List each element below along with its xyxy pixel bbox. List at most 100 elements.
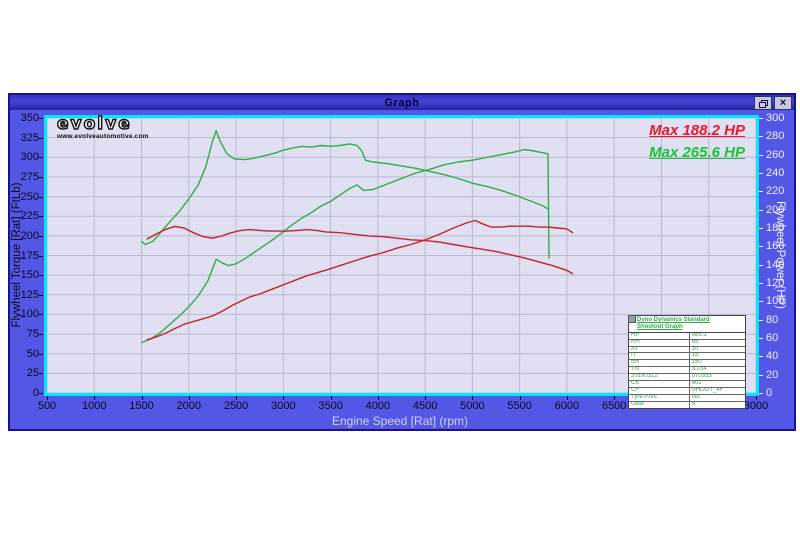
dyno-info-header-line2: Shootout Graph <box>637 323 683 330</box>
window-titlebar[interactable]: Graph × <box>10 95 794 110</box>
power-tick-label: 300 <box>766 112 785 124</box>
torque-tick-mark <box>39 294 43 296</box>
rpm-tick-mark <box>94 396 96 400</box>
rpm-tick-label: 3000 <box>271 400 296 412</box>
dyno-info-label: Gear <box>629 401 690 408</box>
dyno-info-value: 985.1 <box>691 332 707 338</box>
restore-button[interactable] <box>754 96 772 110</box>
power-tick-mark <box>759 264 763 266</box>
rpm-tick-label: 4500 <box>412 400 438 412</box>
dyno-info-row: CK 802 <box>629 381 745 388</box>
torque-tick-label: 100 <box>20 308 39 321</box>
torque-tick-label: 125 <box>20 288 39 301</box>
rpm-tick-mark <box>756 396 757 400</box>
rpm-tick-mark <box>236 396 238 400</box>
power-tick-label: 280 <box>766 130 785 143</box>
rpm-tick-mark <box>519 396 521 400</box>
torque-tick-mark <box>39 157 43 159</box>
dyno-info-value: 65 <box>691 339 699 345</box>
dyno-info-row: RH 65 <box>629 339 745 347</box>
rpm-tick-mark <box>566 396 568 400</box>
max-power-green-annotation: Max 265.6 HP <box>649 144 745 161</box>
rpm-tick-label: 5500 <box>507 400 532 412</box>
torque-tick-mark <box>39 176 43 178</box>
torque-tick-label: 0 <box>32 387 39 399</box>
power-tick-mark <box>759 209 763 211</box>
power-tick-mark <box>759 319 763 321</box>
rpm-tick-label: 2000 <box>176 400 202 412</box>
torque-green-run-curve <box>140 129 549 246</box>
max-power-red-annotation: Max 188.2 HP <box>649 122 745 139</box>
rpm-tick-label: 3500 <box>318 400 343 412</box>
rpm-tick-label: 1500 <box>129 400 154 412</box>
rpm-tick-label: 5000 <box>460 400 485 412</box>
power-tick-label: 140 <box>766 258 785 271</box>
restore-icon <box>759 99 768 108</box>
power-tick-label: 220 <box>766 185 785 198</box>
torque-tick-label: 325 <box>20 131 39 144</box>
rpm-tick-label: 2500 <box>223 400 249 412</box>
power-tick-label: 160 <box>766 240 785 253</box>
power-tick-label: 20 <box>766 368 779 381</box>
power-tick-mark <box>759 374 763 376</box>
dyno-chart <box>47 118 756 393</box>
torque-tick-label: 25 <box>26 367 39 380</box>
dyno-info-value: 3.234 <box>691 367 707 373</box>
dyno-info-value: 802 <box>691 381 702 387</box>
dyno-info-label: BR <box>629 360 690 367</box>
power-tick-label: 100 <box>766 295 785 308</box>
power-tick-mark <box>759 154 763 156</box>
power-tick-label: 260 <box>766 148 785 161</box>
rpm-tick-mark <box>188 396 190 400</box>
torque-tick-label: 150 <box>20 269 39 282</box>
power-tick-mark <box>759 283 763 284</box>
power-tick-label: 0 <box>766 387 773 399</box>
evolve-url-text: www.evolveautomotive.com <box>57 133 149 140</box>
dyno-info-value: std <box>691 394 700 400</box>
power-tick-mark <box>759 393 763 394</box>
torque-tick-mark <box>39 216 43 218</box>
dyno-info-label: RP <box>629 332 690 339</box>
rpm-tick-label: 6000 <box>554 400 580 412</box>
rpm-tick-mark <box>472 396 474 400</box>
power-red-run-curve <box>146 219 574 341</box>
panel-handle-icon[interactable] <box>628 315 636 323</box>
dyno-info-panel[interactable]: Dyno Dynamics Standard Shootout Graph RP… <box>628 315 746 409</box>
dyno-info-row: IT 15 <box>629 353 745 361</box>
power-tick-label: 200 <box>766 203 785 216</box>
rpm-tick-label: 8000 <box>743 400 769 412</box>
torque-axis-title: Flywheel Torque [Rat] (FtLb) <box>11 182 23 328</box>
torque-tick-mark <box>39 314 43 316</box>
dyno-info-value: SHOOT_4F <box>691 387 724 393</box>
torque-tick-label: 200 <box>20 229 39 242</box>
dyno-info-value: 070353 <box>691 374 712 380</box>
evolve-brand-text: evolve <box>56 114 132 134</box>
rpm-tick-mark <box>47 396 48 400</box>
rpm-tick-mark <box>614 396 616 400</box>
power-tick-label: 80 <box>766 313 779 326</box>
torque-tick-label: 300 <box>20 151 39 164</box>
power-tick-mark <box>759 246 763 248</box>
dyno-info-row: RP 985.1 <box>629 332 745 340</box>
dyno-info-row: Gear 5 <box>629 401 745 408</box>
dyno-info-row: BR 150 <box>629 360 745 368</box>
power-tick-mark <box>759 356 763 358</box>
close-button[interactable]: × <box>774 96 792 110</box>
power-axis-title: Flywheel Power (HP) <box>774 201 786 309</box>
torque-red-run-curve <box>146 225 574 275</box>
dyno-info-value: 15 <box>691 353 699 359</box>
dyno-info-label: CF <box>629 387 690 394</box>
dyno-info-label: IT <box>629 353 690 360</box>
rpm-tick-mark <box>141 396 143 400</box>
torque-tick-label: 350 <box>20 112 39 124</box>
rpm-tick-mark <box>425 396 427 400</box>
torque-tick-mark <box>39 275 43 277</box>
power-tick-mark <box>759 338 763 339</box>
dyno-info-label: TN <box>629 367 690 374</box>
dyno-info-value: 10 <box>691 346 699 352</box>
rpm-tick-label: 500 <box>37 400 57 412</box>
torque-tick-label: 225 <box>20 210 39 223</box>
power-tick-label: 60 <box>766 332 779 344</box>
dyno-info-row: 20190312 070353 <box>629 374 745 382</box>
